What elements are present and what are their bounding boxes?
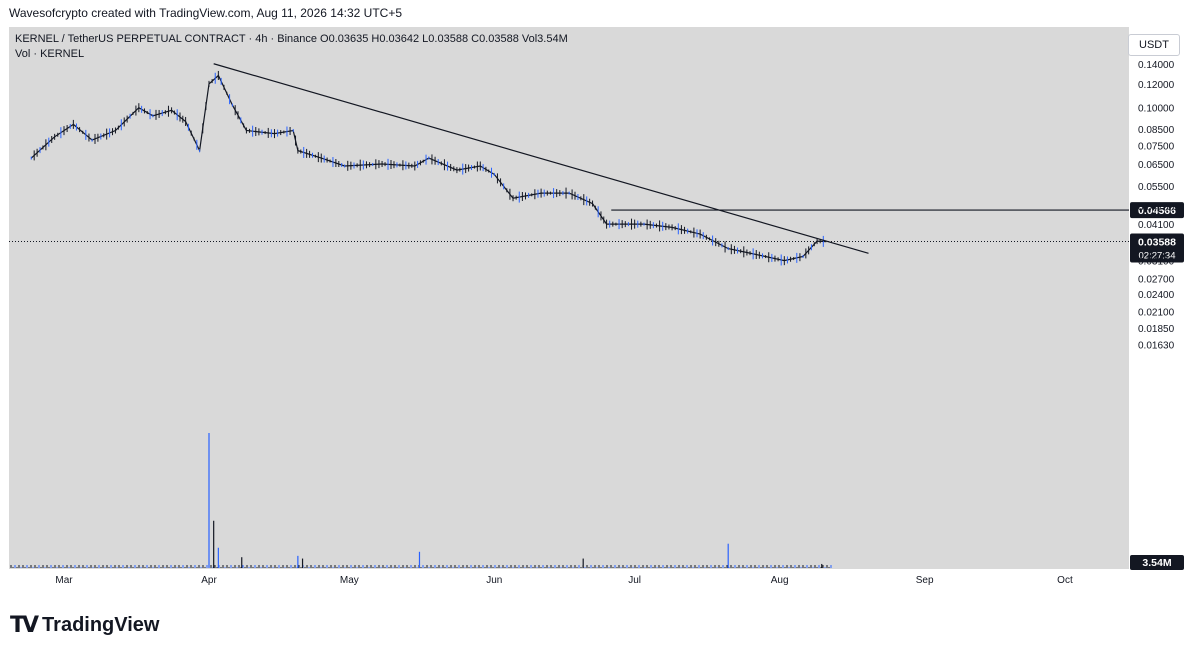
chart-attribution: Wavesofcrypto created with TradingView.c… <box>9 6 402 20</box>
chart-legend: KERNEL / TetherUS PERPETUAL CONTRACT · 4… <box>15 32 568 62</box>
tradingview-mark-icon: TV <box>10 612 39 638</box>
resistance-price-tag <box>1130 202 1184 219</box>
legend-volume-line: Vol · KERNEL <box>15 48 85 60</box>
time-tick-label: Oct <box>1057 575 1073 586</box>
axis-corner <box>1129 569 1190 595</box>
price-tick-label: 0.03100 <box>1138 257 1175 268</box>
price-tick-label: 0.01630 <box>1138 341 1175 352</box>
resistance-price-tag-label: 0.04566 <box>1138 205 1176 217</box>
descending-trendline[interactable] <box>213 63 869 254</box>
plot-area[interactable] <box>9 27 1129 569</box>
price-tick-label: 0.01850 <box>1138 324 1175 335</box>
volume-tag <box>1130 555 1184 570</box>
time-tick-label: Mar <box>55 575 73 586</box>
tradingview-logo[interactable]: TV TradingView <box>10 612 160 638</box>
time-tick-label: Jul <box>628 575 641 586</box>
price-tick-label: 0.05500 <box>1138 182 1175 193</box>
bar-countdown-label: 02:27:34 <box>1139 251 1176 262</box>
currency-button[interactable]: USDT <box>1128 34 1180 56</box>
chart-svg: 3.54M 0.04566 0.03588 02:27:34 0.14000 0.12… <box>9 60 1184 586</box>
legend-symbol-line: KERNEL / TetherUS PERPETUAL CONTRACT · 4… <box>15 33 568 45</box>
price-tick-label: 0.07500 <box>1138 141 1175 152</box>
price-tick-label: 0.02700 <box>1138 275 1175 286</box>
price-tick-label: 0.08500 <box>1138 125 1175 136</box>
chart-frame: 3.54M 0.04566 0.03588 02:27:34 0.14000 0.12… <box>9 27 1190 595</box>
price-tick-label: 0.04100 <box>1138 220 1175 231</box>
time-axis[interactable] <box>9 569 1129 595</box>
price-tick-label: 0.04700 <box>1138 202 1175 213</box>
price-tick-label: 0.10000 <box>1138 104 1175 115</box>
time-tick-label: May <box>340 575 359 586</box>
last-price-tag-label: 0.03588 <box>1138 237 1176 249</box>
price-axis[interactable] <box>1129 27 1190 569</box>
time-tick-label: Jun <box>486 575 502 586</box>
price-tick-label: 0.02100 <box>1138 308 1175 319</box>
time-tick-label: Sep <box>916 575 934 586</box>
time-tick-label: Apr <box>201 575 217 586</box>
time-tick-label: Aug <box>771 575 789 586</box>
price-tick-label: 0.06500 <box>1138 160 1175 171</box>
price-tick-label: 0.14000 <box>1138 60 1175 71</box>
price-tick-label: 0.02400 <box>1138 290 1175 301</box>
volume-tag-label: 3.54M <box>1142 557 1171 569</box>
price-series-line <box>30 74 827 262</box>
last-price-tag <box>1130 233 1184 263</box>
price-tick-label: 0.12000 <box>1138 80 1175 91</box>
tradingview-wordmark: TradingView <box>42 613 160 636</box>
